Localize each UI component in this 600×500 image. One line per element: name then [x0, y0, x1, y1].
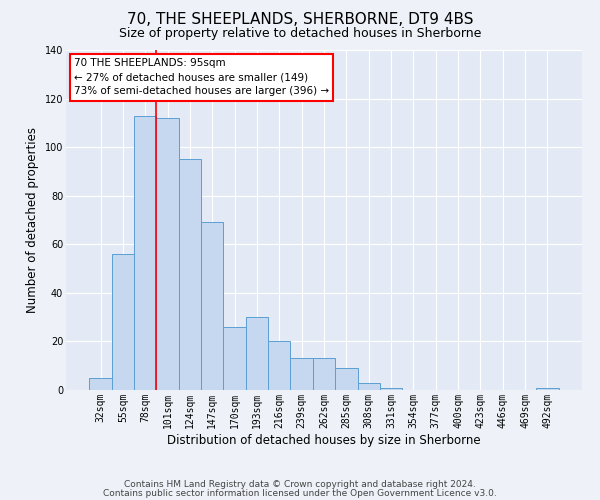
Bar	[89, 378, 112, 390]
Bar	[268, 342, 290, 390]
Bar	[201, 222, 223, 390]
Bar	[313, 358, 335, 390]
Text: Contains public sector information licensed under the Open Government Licence v3: Contains public sector information licen…	[103, 488, 497, 498]
X-axis label: Distribution of detached houses by size in Sherborne: Distribution of detached houses by size …	[167, 434, 481, 446]
Bar	[335, 368, 358, 390]
Bar	[290, 358, 313, 390]
Bar	[157, 118, 179, 390]
Bar	[536, 388, 559, 390]
Bar	[112, 254, 134, 390]
Bar	[246, 317, 268, 390]
Bar	[358, 382, 380, 390]
Y-axis label: Number of detached properties: Number of detached properties	[26, 127, 39, 313]
Text: Size of property relative to detached houses in Sherborne: Size of property relative to detached ho…	[119, 28, 481, 40]
Text: Contains HM Land Registry data © Crown copyright and database right 2024.: Contains HM Land Registry data © Crown c…	[124, 480, 476, 489]
Bar	[223, 327, 246, 390]
Bar	[134, 116, 157, 390]
Bar	[380, 388, 402, 390]
Text: 70, THE SHEEPLANDS, SHERBORNE, DT9 4BS: 70, THE SHEEPLANDS, SHERBORNE, DT9 4BS	[127, 12, 473, 28]
Text: 70 THE SHEEPLANDS: 95sqm
← 27% of detached houses are smaller (149)
73% of semi-: 70 THE SHEEPLANDS: 95sqm ← 27% of detach…	[74, 58, 329, 96]
Bar	[179, 160, 201, 390]
